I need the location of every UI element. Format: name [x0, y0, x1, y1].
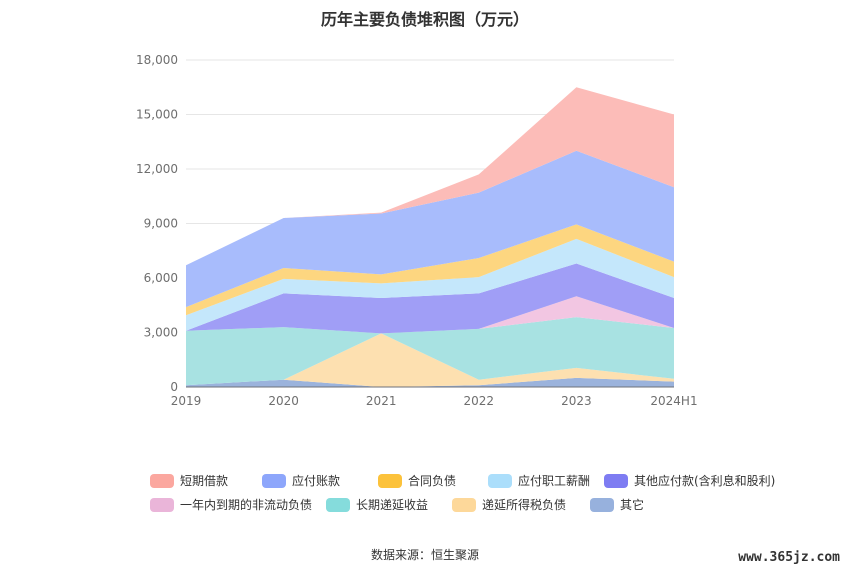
watermark: www.365jz.com [738, 550, 840, 565]
area-series-5 [186, 238, 674, 331]
legend-swatch [150, 473, 174, 488]
legend-label: 合同负债 [408, 474, 457, 488]
legend-label: 其他应付款(含利息和股利) [634, 474, 776, 488]
x-tick-label: 2024H1 [650, 394, 697, 408]
area-series-2 [186, 317, 674, 386]
y-tick-label: 18,000 [136, 53, 178, 67]
chart-title: 历年主要负债堆积图（万元） [320, 10, 529, 29]
stacked-area-chart: 0 3,000 6,000 9,000 12,000 15,000 18,000 2019 20… [136, 53, 698, 408]
legend-label: 应付账款 [292, 474, 341, 488]
legend-swatch [378, 473, 402, 488]
y-tick-label: 0 [170, 380, 178, 394]
area-series-7 [186, 150, 674, 308]
area-series [186, 87, 674, 387]
x-tick-label: 2022 [464, 394, 495, 408]
area-series-0 [186, 377, 674, 387]
legend-item[interactable]: 其它 [590, 496, 644, 513]
area-series-1 [186, 333, 674, 387]
y-tick-label: 12,000 [136, 162, 178, 176]
x-tick-label: 2019 [171, 394, 202, 408]
legend-label: 其它 [620, 498, 645, 512]
x-tick-label: 2023 [561, 394, 592, 408]
y-tick-label: 9,000 [144, 217, 178, 231]
legend-item[interactable]: 其他应付款(含利息和股利) [604, 472, 775, 489]
y-tick-label: 3,000 [144, 326, 178, 340]
x-tick-label: 2021 [366, 394, 397, 408]
area-series-3 [186, 296, 674, 334]
legend-swatch [604, 473, 628, 488]
data-source: 数据来源：恒生聚源 [370, 548, 479, 562]
legend-swatch [150, 497, 174, 512]
legend-item[interactable]: 短期借款 [150, 472, 228, 489]
legend-item[interactable]: 递延所得税负债 [452, 496, 566, 513]
legend-label: 短期借款 [180, 474, 229, 488]
legend-item[interactable]: 一年内到期的非流动负债 [150, 496, 312, 513]
legend-item[interactable]: 合同负债 [378, 472, 456, 489]
legend-swatch [262, 473, 286, 488]
legend-swatch [326, 497, 350, 512]
legend-label: 应付职工薪酬 [518, 474, 591, 488]
legend-swatch [488, 473, 512, 488]
legend-item[interactable]: 应付账款 [262, 472, 340, 489]
y-tick-label: 15,000 [136, 108, 178, 122]
y-tick-label: 6,000 [144, 271, 178, 285]
x-tick-label: 2020 [268, 394, 299, 408]
legend-swatch [590, 497, 614, 512]
legend-item[interactable]: 应付职工薪酬 [488, 472, 590, 489]
legend-swatch [452, 497, 476, 512]
axes: 0 3,000 6,000 9,000 12,000 15,000 18,000 2019 20… [136, 53, 698, 408]
legend-label: 长期递延收益 [356, 498, 429, 512]
area-series-8 [186, 87, 674, 266]
legend-label: 递延所得税负债 [482, 498, 567, 512]
legend-label: 一年内到期的非流动负债 [180, 498, 313, 512]
area-series-4 [186, 263, 674, 334]
area-series-6 [186, 224, 674, 316]
legend-item[interactable]: 长期递延收益 [326, 496, 428, 513]
